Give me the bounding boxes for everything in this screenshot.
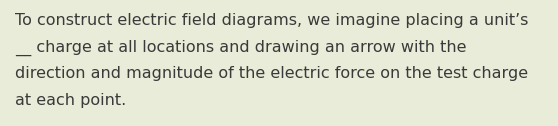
Text: __ charge at all locations and drawing an arrow with the: __ charge at all locations and drawing a… — [15, 39, 466, 56]
Text: To construct electric field diagrams, we imagine placing a unit’s: To construct electric field diagrams, we… — [15, 13, 528, 28]
Text: at each point.: at each point. — [15, 92, 126, 107]
Text: direction and magnitude of the electric force on the test charge: direction and magnitude of the electric … — [15, 66, 528, 81]
